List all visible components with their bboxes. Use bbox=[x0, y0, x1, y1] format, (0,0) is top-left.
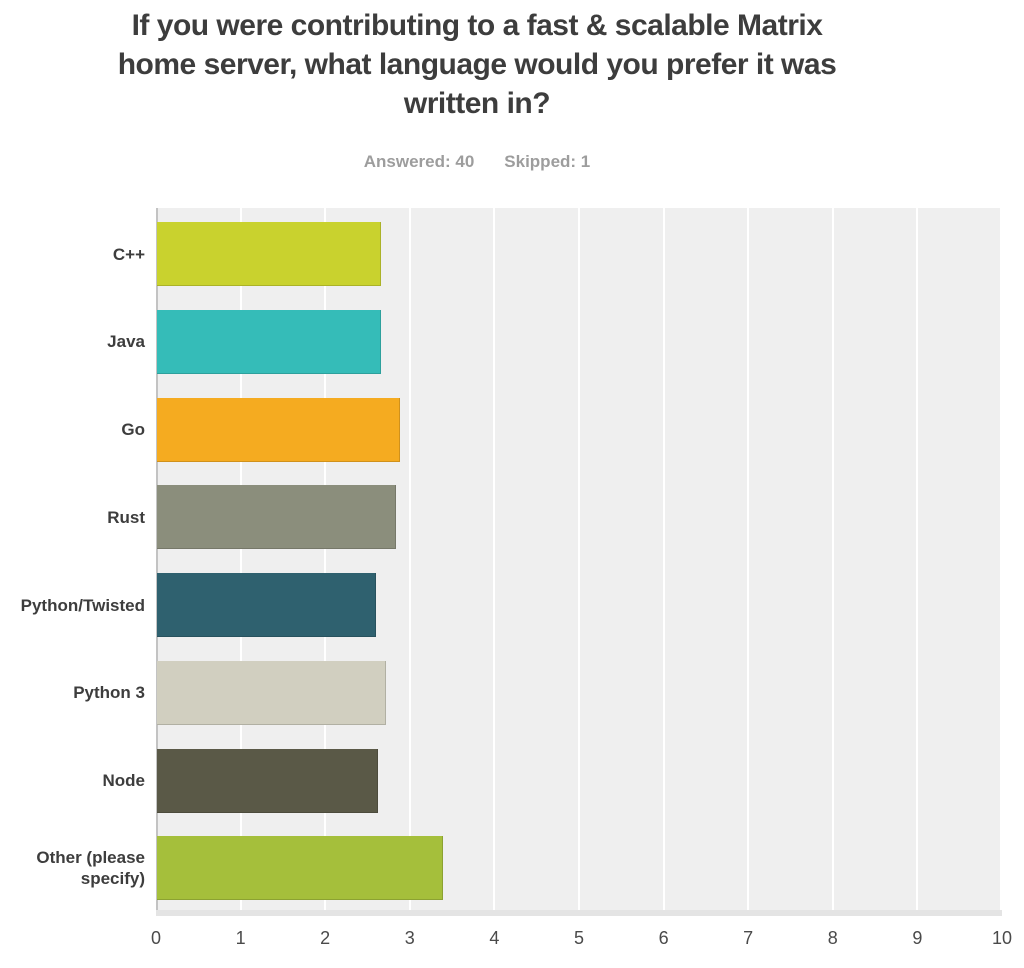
bar-python-twisted bbox=[157, 573, 377, 637]
x-tick-label: 5 bbox=[573, 928, 585, 948]
bar-go bbox=[157, 397, 400, 462]
category-labels: C++ Java Go Rust Python/Twisted Python 3 Node O… bbox=[0, 208, 145, 910]
x-axis: 0 1 2 3 4 5 6 7 8 9 10 bbox=[151, 928, 1012, 952]
gridline bbox=[493, 208, 496, 916]
gridline bbox=[578, 208, 580, 916]
gridline bbox=[1000, 208, 1002, 916]
x-tick-label: 6 bbox=[658, 928, 669, 948]
x-tick-label: 1 bbox=[235, 928, 246, 948]
gridline bbox=[408, 208, 411, 916]
gridline bbox=[662, 208, 665, 916]
chart-title: If you were contributing to a fast & sca… bbox=[117, 9, 837, 120]
bar-java bbox=[157, 309, 382, 374]
answered-count: Answered: 40 bbox=[363, 152, 475, 171]
category-label-rust: Rust bbox=[107, 507, 145, 527]
category-label-go: Go bbox=[121, 420, 145, 439]
bar-node bbox=[157, 748, 378, 813]
gridline bbox=[747, 208, 750, 916]
category-label-python-twisted: Python/Twisted bbox=[20, 595, 145, 615]
x-tick-label: 4 bbox=[489, 928, 500, 948]
x-tick-label: 9 bbox=[912, 928, 923, 948]
x-tick-label: 8 bbox=[827, 928, 838, 948]
gridline bbox=[831, 208, 834, 916]
x-tick-label: 7 bbox=[743, 928, 754, 948]
x-tick-label: 0 bbox=[150, 928, 162, 948]
category-label-java: Java bbox=[107, 332, 145, 352]
x-tick-label: 2 bbox=[320, 928, 331, 948]
chart-subtitle: Answered: 40 Skipped: 1 bbox=[0, 152, 954, 172]
bar-rust bbox=[157, 485, 396, 550]
plot-area bbox=[156, 208, 1002, 916]
gridline bbox=[324, 208, 327, 916]
x-tick-label: 10 bbox=[991, 928, 1013, 948]
bar-c bbox=[157, 222, 382, 286]
category-label-node: Node bbox=[102, 771, 146, 790]
skipped-count: Skipped: 1 bbox=[504, 152, 591, 171]
y-axis-line bbox=[156, 208, 158, 916]
plot-bottom-edge bbox=[156, 910, 1002, 916]
category-label-other-please-specify: Other (please specify) bbox=[36, 848, 145, 889]
bar-python-3 bbox=[157, 660, 387, 725]
bar-other-please-specify bbox=[157, 836, 443, 901]
category-label-c: C++ bbox=[112, 244, 145, 264]
category-label-python-3: Python 3 bbox=[73, 683, 145, 703]
x-tick-label: 3 bbox=[404, 928, 415, 948]
gridline bbox=[916, 208, 919, 916]
gridline bbox=[239, 208, 242, 916]
